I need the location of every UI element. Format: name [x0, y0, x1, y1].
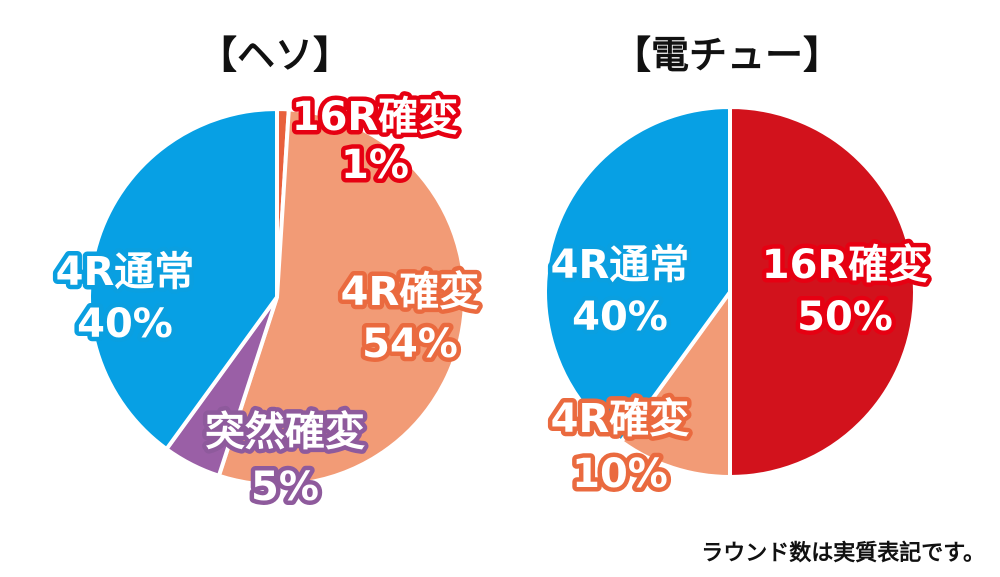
slice-label: 16R確変 [762, 242, 928, 288]
slice-value-label: 40% [77, 301, 173, 347]
chart-title-denchu: 【電チュー】 [613, 33, 841, 77]
slice-label: 4R通常 [551, 242, 690, 288]
slice-label: 16R確変 [292, 94, 458, 140]
slice-value-label: 50% [797, 294, 893, 340]
chart-title-heso: 【ヘソ】 [199, 33, 351, 77]
slice-label: 突然確変 [205, 409, 365, 455]
slice-value-label: 10% [572, 451, 668, 497]
footnote: ラウンド数は実質表記です。 [701, 540, 985, 566]
pie-slice [728, 104, 917, 480]
slice-label: 4R確変 [551, 396, 690, 442]
pie-slice [87, 106, 279, 452]
pie-slice [543, 104, 732, 445]
slice-label: 4R確変 [341, 269, 480, 315]
slice-value-label: 1% [341, 142, 409, 188]
slice-value-label: 5% [251, 464, 319, 510]
slice-label: 4R通常 [56, 249, 195, 295]
slice-value-label: 40% [572, 294, 668, 340]
pie-slice [216, 107, 467, 487]
slice-value-label: 54% [362, 321, 458, 367]
pie-slice [618, 285, 732, 480]
